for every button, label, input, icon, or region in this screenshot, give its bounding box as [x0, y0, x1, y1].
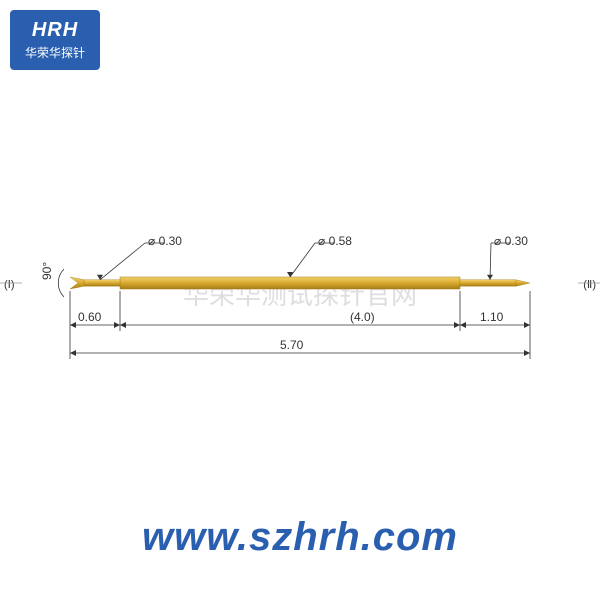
website-url: www.szhrh.com — [0, 515, 600, 560]
technical-drawing — [0, 0, 600, 600]
